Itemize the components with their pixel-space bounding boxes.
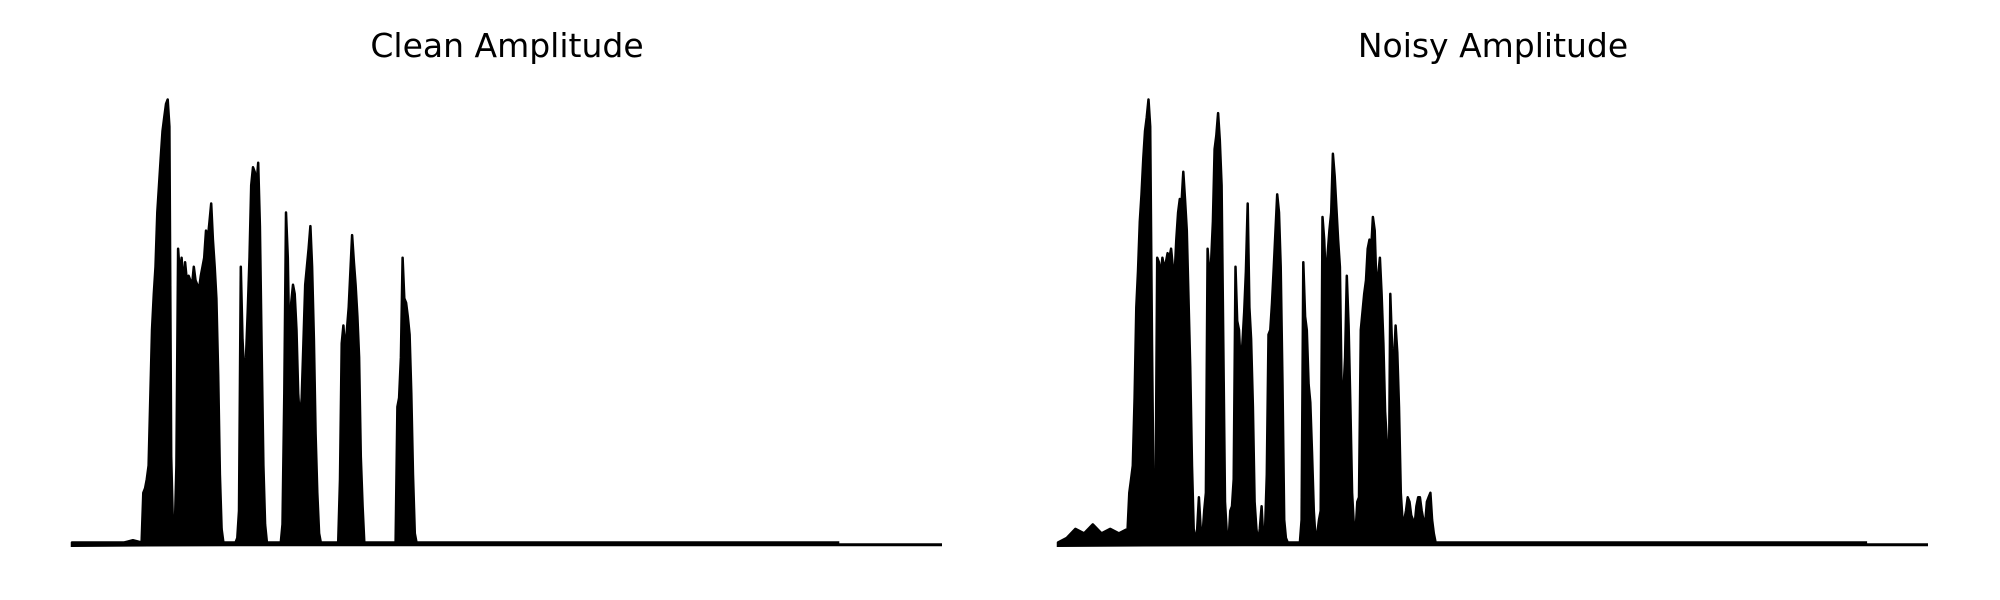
clean-amplitude-plot [70,98,942,547]
noisy-amplitude-plot [1056,98,1928,547]
noisy-amplitude-series-0 [1056,98,1868,547]
noisy-amplitude-title: Noisy Amplitude [1358,26,1628,65]
noisy-amplitude-panel: Noisy Amplitude [1056,26,1928,547]
clean-amplitude-title: Clean Amplitude [370,26,643,65]
clean-amplitude-panel: Clean Amplitude [70,26,942,547]
clean-amplitude-series-0 [70,98,840,547]
